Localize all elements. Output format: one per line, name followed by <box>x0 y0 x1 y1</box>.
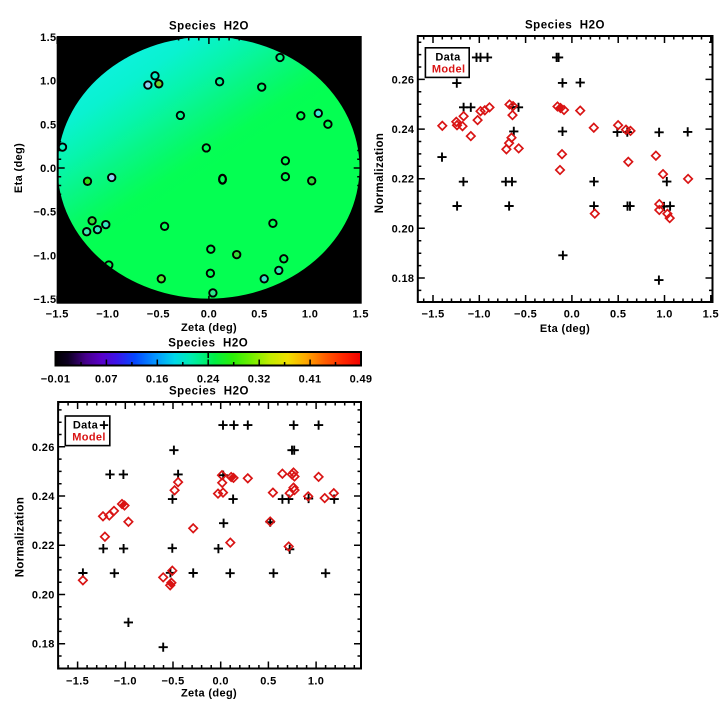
svg-text:−0.5: −0.5 <box>33 207 56 219</box>
svg-text:1.0: 1.0 <box>656 309 672 321</box>
svg-text:−1.0: −1.0 <box>114 676 137 688</box>
svg-text:−1.5: −1.5 <box>421 309 444 321</box>
svg-text:0.07: 0.07 <box>95 374 118 386</box>
svg-text:0.5: 0.5 <box>40 119 56 131</box>
svg-text:0.0: 0.0 <box>201 309 217 321</box>
svg-text:0.5: 0.5 <box>610 309 626 321</box>
svg-text:1.0: 1.0 <box>302 309 318 321</box>
svg-text:1.0: 1.0 <box>308 676 324 688</box>
svg-text:Zeta (deg): Zeta (deg) <box>181 322 237 334</box>
svg-text:1.5: 1.5 <box>40 32 56 44</box>
svg-text:Data: Data <box>435 51 461 63</box>
svg-text:0.24: 0.24 <box>32 491 55 503</box>
svg-text:Model: Model <box>432 63 466 75</box>
svg-text:1.5: 1.5 <box>703 309 719 321</box>
svg-text:0.0: 0.0 <box>213 676 229 688</box>
svg-text:−0.5: −0.5 <box>161 676 184 688</box>
svg-text:Species H2O: Species H2O <box>525 20 605 32</box>
svg-text:0.49: 0.49 <box>350 374 373 386</box>
svg-text:−1.5: −1.5 <box>46 309 69 321</box>
svg-text:−1.0: −1.0 <box>33 250 56 262</box>
svg-text:Eta (deg): Eta (deg) <box>13 143 25 193</box>
svg-text:0.32: 0.32 <box>248 374 271 386</box>
svg-text:−1.5: −1.5 <box>66 676 89 688</box>
svg-text:0.5: 0.5 <box>260 676 276 688</box>
svg-text:0.41: 0.41 <box>299 374 322 386</box>
svg-text:0.0: 0.0 <box>564 309 580 321</box>
svg-text:0.24: 0.24 <box>197 374 220 386</box>
svg-text:−0.5: −0.5 <box>147 309 170 321</box>
svg-text:1.5: 1.5 <box>352 309 368 321</box>
svg-text:Species H2O: Species H2O <box>169 21 249 33</box>
svg-text:0.20: 0.20 <box>392 223 415 235</box>
svg-text:0.22: 0.22 <box>32 540 55 552</box>
svg-text:Species H2O: Species H2O <box>169 386 249 398</box>
svg-text:−0.01: −0.01 <box>41 374 71 386</box>
svg-text:0.18: 0.18 <box>32 639 55 651</box>
svg-text:0.18: 0.18 <box>392 273 415 285</box>
svg-text:0.16: 0.16 <box>146 374 169 386</box>
svg-text:Normalization: Normalization <box>15 497 27 578</box>
svg-text:0.20: 0.20 <box>32 589 55 601</box>
svg-text:0.26: 0.26 <box>32 442 55 454</box>
svg-text:0.5: 0.5 <box>251 309 267 321</box>
svg-text:−1.0: −1.0 <box>468 309 491 321</box>
svg-text:Eta (deg): Eta (deg) <box>540 323 590 335</box>
svg-text:0.0: 0.0 <box>40 163 56 175</box>
svg-text:−1.5: −1.5 <box>33 294 56 306</box>
svg-text:0.24: 0.24 <box>392 124 415 136</box>
svg-text:0.22: 0.22 <box>392 174 415 186</box>
svg-text:Species H2O: Species H2O <box>168 338 248 350</box>
svg-text:−0.5: −0.5 <box>514 309 537 321</box>
svg-text:Model: Model <box>72 431 106 443</box>
svg-text:0.26: 0.26 <box>392 74 415 86</box>
svg-text:Zeta (deg): Zeta (deg) <box>181 688 237 700</box>
svg-text:Data: Data <box>73 419 99 431</box>
svg-text:Normalization: Normalization <box>374 133 386 214</box>
svg-text:−1.0: −1.0 <box>96 309 119 321</box>
svg-text:1.0: 1.0 <box>40 76 56 88</box>
